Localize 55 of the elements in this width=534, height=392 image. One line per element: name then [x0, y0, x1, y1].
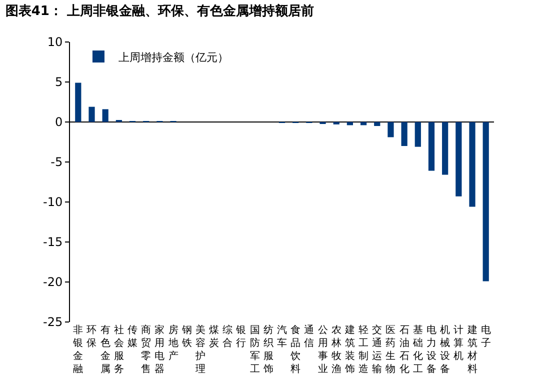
x-tick-label: 商贸零售	[141, 324, 152, 375]
x-tick-label: 医药生物	[386, 325, 396, 375]
x-tick-label: 房地产	[167, 324, 178, 362]
bar	[469, 122, 476, 207]
y-tick-label: 0	[54, 115, 63, 130]
bar	[102, 109, 108, 122]
bar	[428, 122, 435, 171]
bar	[346, 122, 354, 126]
y-tick-label: 5	[54, 75, 63, 90]
bar	[442, 122, 448, 175]
y-tick-label: -15	[42, 235, 63, 250]
x-tick-label: 轻工制造	[358, 324, 369, 375]
bar	[374, 122, 380, 126]
x-tick-label: 钢铁	[180, 325, 192, 349]
x-tick-label: 公用事业	[318, 324, 328, 375]
bar	[401, 122, 408, 146]
x-tick-label: 传媒	[128, 325, 138, 349]
x-tick-label: 通信	[304, 324, 314, 349]
bar	[456, 122, 462, 196]
bar	[88, 106, 95, 122]
x-tick-label: 综合	[222, 324, 233, 349]
x-tick-label: 非银金融	[72, 324, 84, 375]
x-tick-label: 美容护理	[194, 324, 206, 375]
x-tick-label: 电力设备	[426, 324, 436, 375]
x-tick-label: 国防军工	[250, 325, 260, 375]
y-tick-label: -10	[42, 195, 63, 210]
x-tick-label: 汽车	[277, 324, 287, 349]
x-tick-label: 机械设备	[440, 324, 450, 375]
x-tick-label: 电子	[480, 324, 491, 349]
x-tick-label: 农林牧渔	[330, 325, 342, 375]
bar	[414, 122, 421, 147]
x-tick-label: 计算机	[454, 324, 464, 362]
x-tick-label: 银行	[235, 325, 246, 349]
chart-title: 图表41： 上周非银金融、环保、有色金属增持额居前	[5, 2, 314, 19]
bar	[482, 122, 489, 282]
x-tick-label: 煤炭	[209, 324, 220, 349]
y-tick-label: -25	[42, 315, 63, 330]
x-tick-label: 建筑装饰	[344, 324, 355, 375]
y-tick-label: 10	[47, 35, 63, 50]
y-tick-label: -20	[42, 275, 63, 290]
x-tick-label: 社会服务	[114, 324, 124, 375]
x-tick-label: 交通运输	[372, 324, 382, 375]
x-tick-label: 环保	[86, 325, 97, 349]
x-tick-label: 家用电器	[154, 324, 165, 375]
x-tick-label: 食品饮料	[290, 324, 301, 375]
legend-label: 上周增持金额（亿元）	[118, 50, 228, 64]
x-tick-label: 石油石化	[399, 325, 410, 375]
bar	[388, 122, 394, 138]
x-tick-label: 建筑材料	[466, 324, 478, 375]
x-tick-label: 有色金属	[100, 324, 110, 375]
x-tick-label: 基础化工	[412, 324, 423, 375]
x-tick-label: 纺织服饰	[262, 324, 274, 375]
y-tick-label: -5	[50, 155, 63, 170]
bar	[75, 82, 82, 122]
bar	[360, 122, 367, 126]
